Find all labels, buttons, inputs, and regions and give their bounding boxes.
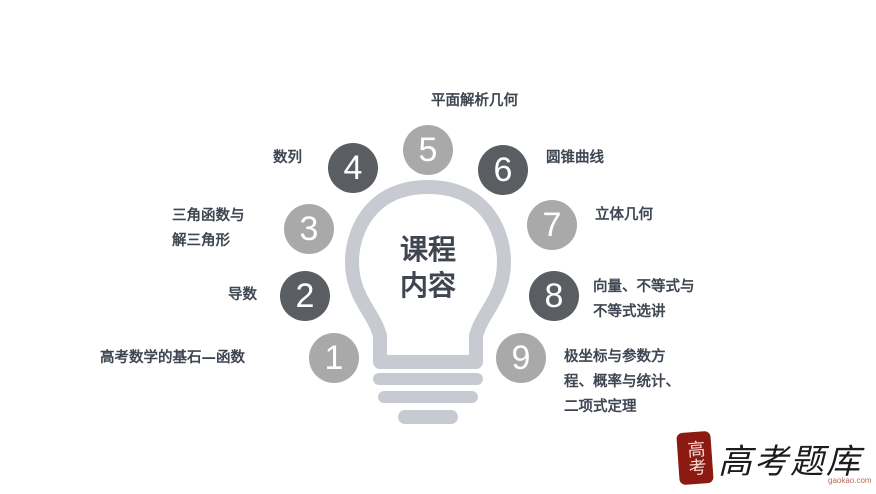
topic-8-number-circle: 8	[529, 271, 579, 321]
topic-3-label: 三角函数与 解三角形	[172, 204, 245, 254]
gaokao-logo: 高考 高考题库 gaokao.com	[672, 428, 872, 490]
topic-4-label: 数列	[273, 150, 302, 166]
topic-8-label: 向量、不等式与 不等式选讲	[593, 275, 695, 325]
topic-3-label-line1: 三角函数与	[172, 208, 245, 224]
center-title-line2: 内容	[399, 269, 456, 302]
logo-seal: 高考	[676, 430, 714, 486]
topic-6-number-circle: 6	[478, 145, 528, 195]
topic-6-label: 圆锥曲线	[546, 150, 604, 166]
topic-9-label: 极坐标与参数方 程、概率与统计、 二项式定理	[564, 345, 680, 420]
center-title: 课程 内容	[380, 232, 476, 304]
bulb-outline	[345, 180, 511, 369]
logo-text: 高考题库	[718, 442, 862, 482]
topic-4-number-circle: 4	[328, 143, 378, 193]
bulb-base-tip	[398, 410, 458, 424]
topic-7-number-circle: 7	[527, 200, 577, 250]
topic-5-number-circle: 5	[403, 125, 453, 175]
topic-1-label: 高考数学的基石—函数	[100, 350, 245, 366]
bulb-base-band-1	[373, 373, 483, 385]
topic-8-label-line2: 不等式选讲	[593, 304, 666, 320]
topic-9-number-circle: 9	[496, 333, 546, 383]
topic-8-label-line1: 向量、不等式与	[593, 279, 695, 295]
topic-9-label-line3: 二项式定理	[564, 399, 637, 415]
topic-9-label-line1: 极坐标与参数方	[564, 349, 666, 365]
logo-subtext: gaokao.com	[828, 476, 872, 485]
bulb-base-band-2	[378, 391, 478, 403]
topic-5-label: 平面解析几何	[431, 93, 518, 109]
topic-2-label: 导数	[228, 287, 257, 303]
topic-9-label-line2: 程、概率与统计、	[564, 374, 680, 390]
topic-1-number-circle: 1	[309, 333, 359, 383]
topic-3-number-circle: 3	[284, 204, 334, 254]
topic-7-label: 立体几何	[595, 207, 653, 223]
topic-3-label-line2: 解三角形	[172, 233, 230, 249]
topic-2-number-circle: 2	[280, 271, 330, 321]
center-title-line1: 课程	[399, 233, 456, 266]
